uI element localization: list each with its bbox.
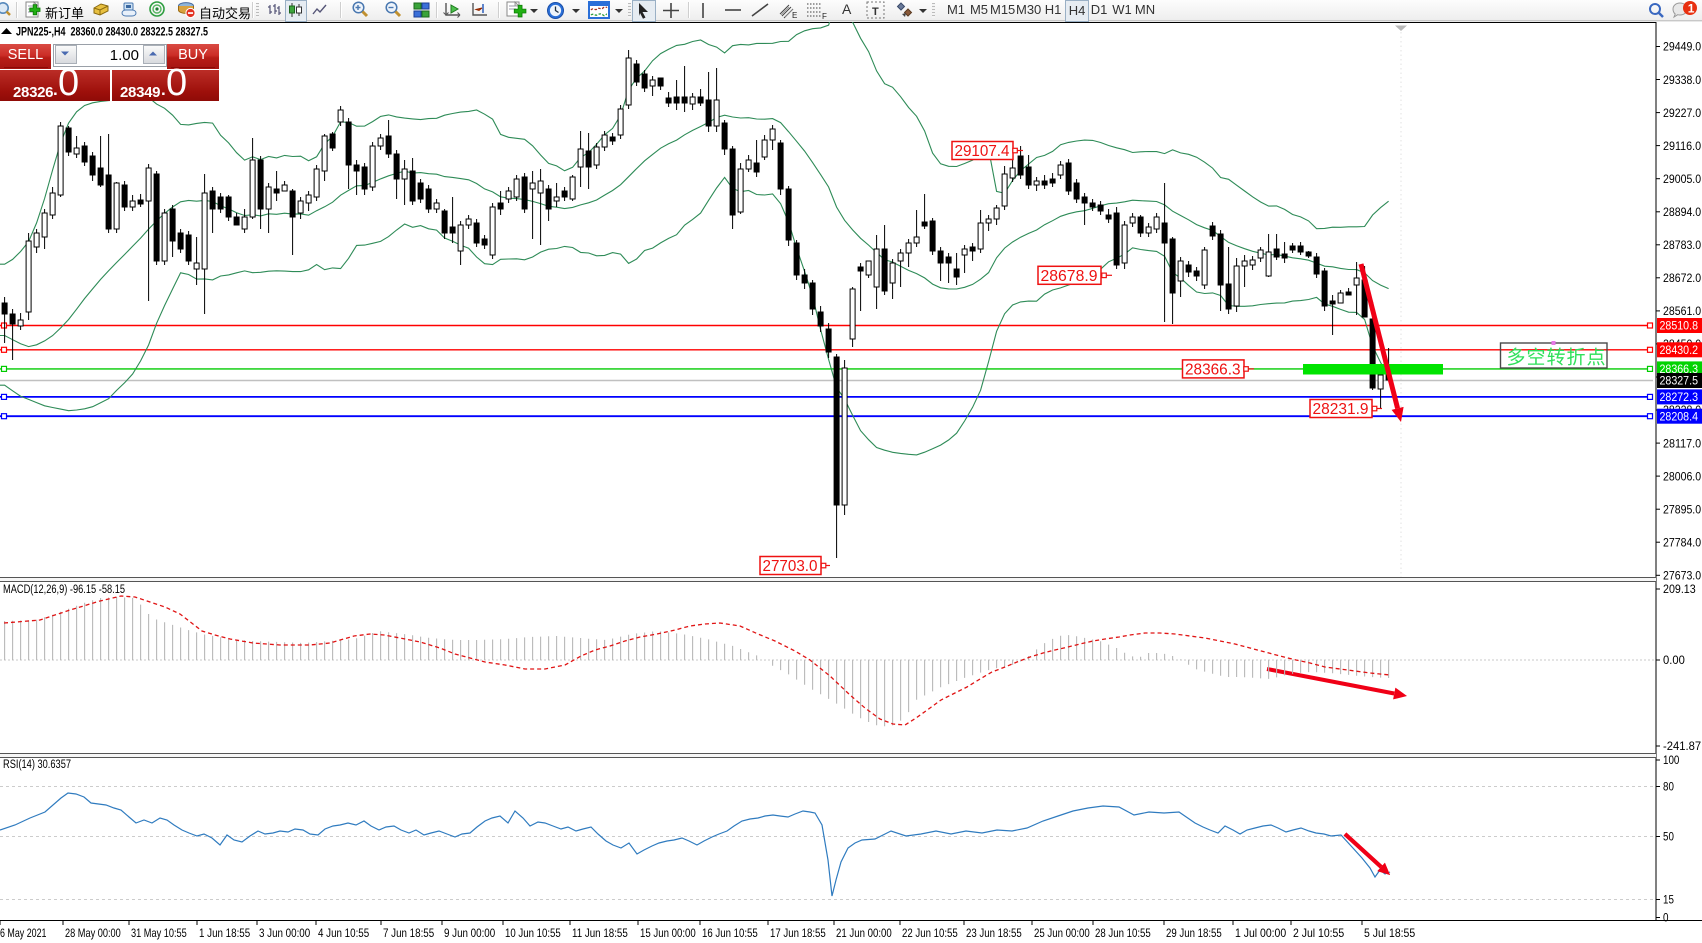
svg-text:28672.0: 28672.0	[1663, 271, 1701, 285]
svg-text:31 May 10:55: 31 May 10:55	[131, 926, 187, 940]
svg-text:15: 15	[1663, 893, 1674, 907]
svg-text:7 Jun 18:55: 7 Jun 18:55	[383, 926, 434, 940]
svg-text:29107.4: 29107.4	[955, 143, 1010, 160]
svg-text:22 Jun 10:55: 22 Jun 10:55	[902, 926, 958, 940]
svg-text:23 Jun 18:55: 23 Jun 18:55	[966, 926, 1022, 940]
svg-text:27784.0: 27784.0	[1663, 536, 1701, 550]
svg-text:0.00: 0.00	[1663, 653, 1685, 667]
svg-text:JPN225-,H4 28360.0 28430.0 28: JPN225-,H4 28360.0 28430.0 28322.5 28327…	[16, 25, 208, 39]
svg-text:28430.2: 28430.2	[1660, 343, 1699, 357]
svg-text:1 Jun 18:55: 1 Jun 18:55	[199, 926, 250, 940]
svg-text:2 Jul 10:55: 2 Jul 10:55	[1293, 926, 1344, 940]
svg-text:50: 50	[1663, 830, 1674, 844]
svg-text:100: 100	[1663, 753, 1680, 767]
svg-text:17 Jun 18:55: 17 Jun 18:55	[770, 926, 826, 940]
svg-text:21 Jun 00:00: 21 Jun 00:00	[836, 926, 892, 940]
svg-text:28006.0: 28006.0	[1663, 469, 1701, 483]
svg-text:25 Jun 00:00: 25 Jun 00:00	[1034, 926, 1090, 940]
svg-text:3 Jun 00:00: 3 Jun 00:00	[259, 926, 310, 940]
svg-text:28272.3: 28272.3	[1660, 390, 1699, 404]
svg-text:28231.9: 28231.9	[1313, 401, 1369, 418]
svg-text:28366.3: 28366.3	[1660, 362, 1699, 376]
svg-text:16 Jun 10:55: 16 Jun 10:55	[702, 926, 758, 940]
svg-text:28327.5: 28327.5	[1660, 374, 1699, 388]
svg-text:28510.8: 28510.8	[1660, 319, 1699, 333]
svg-text:27895.0: 27895.0	[1663, 502, 1701, 516]
svg-text:28561.0: 28561.0	[1663, 304, 1701, 318]
svg-text:28117.0: 28117.0	[1663, 436, 1701, 450]
svg-text:15 Jun 00:00: 15 Jun 00:00	[640, 926, 696, 940]
svg-text:6 May 2021: 6 May 2021	[0, 926, 47, 940]
svg-text:27673.0: 27673.0	[1663, 569, 1701, 583]
svg-text:T: T	[872, 6, 879, 18]
svg-text:11 Jun 18:55: 11 Jun 18:55	[572, 926, 628, 940]
svg-text:1 Jul 00:00: 1 Jul 00:00	[1235, 926, 1286, 940]
svg-text:F: F	[822, 12, 827, 20]
svg-text:5 Jul 18:55: 5 Jul 18:55	[1364, 926, 1415, 940]
svg-text:10 Jun 10:55: 10 Jun 10:55	[505, 926, 561, 940]
svg-text:28894.0: 28894.0	[1663, 205, 1701, 219]
svg-text:29449.0: 29449.0	[1663, 40, 1701, 54]
svg-text:9 Jun 00:00: 9 Jun 00:00	[444, 926, 495, 940]
svg-text:RSI(14) 30.6357: RSI(14) 30.6357	[3, 759, 71, 771]
svg-text:28783.0: 28783.0	[1663, 238, 1701, 252]
svg-text:0: 0	[1663, 911, 1669, 925]
svg-text:29227.0: 29227.0	[1663, 106, 1701, 120]
svg-text:28 Jun 10:55: 28 Jun 10:55	[1095, 926, 1151, 940]
svg-text:28678.9: 28678.9	[1041, 268, 1098, 285]
svg-text:4 Jun 10:55: 4 Jun 10:55	[318, 926, 369, 940]
svg-text:29005.0: 29005.0	[1663, 172, 1701, 186]
svg-text:多空转折点: 多空转折点	[1507, 347, 1607, 369]
svg-text:29116.0: 29116.0	[1663, 139, 1701, 153]
svg-text:28 May 00:00: 28 May 00:00	[65, 926, 121, 940]
svg-text:209.13: 209.13	[1663, 582, 1696, 596]
svg-text:-241.87: -241.87	[1663, 739, 1701, 753]
svg-text:1: 1	[1688, 2, 1695, 16]
svg-text:E: E	[792, 11, 797, 20]
svg-text:29338.0: 29338.0	[1663, 73, 1701, 87]
svg-text:29 Jun 18:55: 29 Jun 18:55	[1166, 926, 1222, 940]
svg-text:28366.3: 28366.3	[1185, 361, 1241, 378]
svg-text:80: 80	[1663, 780, 1674, 794]
svg-text:27703.0: 27703.0	[763, 558, 818, 575]
svg-text:MACD(12,26,9) -96.15 -58.15: MACD(12,26,9) -96.15 -58.15	[3, 584, 125, 596]
svg-text:28208.4: 28208.4	[1660, 409, 1699, 423]
